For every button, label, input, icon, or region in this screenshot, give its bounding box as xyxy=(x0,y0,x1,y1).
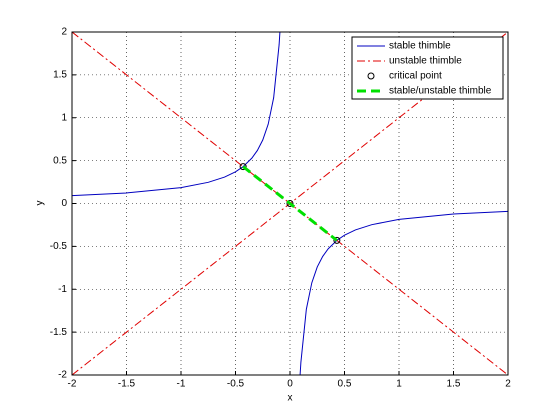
y-tick-label: 0 xyxy=(61,198,67,209)
y-axis-label: y xyxy=(35,201,46,206)
x-tick-label: -1 xyxy=(177,379,186,390)
x-axis-label: x xyxy=(288,393,293,404)
point-marker xyxy=(286,200,294,207)
legend-label: stable thimble xyxy=(389,41,451,52)
y-tick-label: 0.5 xyxy=(53,155,67,166)
x-tick-label: -2 xyxy=(68,379,77,390)
legend-label: stable/unstable thimble xyxy=(389,86,492,97)
x-tick-label: 1 xyxy=(396,379,402,390)
data xyxy=(72,32,508,375)
legend: stable thimble unstable thimble critical p… xyxy=(351,36,504,100)
x-tick-label: 0.5 xyxy=(338,379,352,390)
point-marker xyxy=(333,236,341,244)
x-tick-label: 1.5 xyxy=(447,379,461,390)
x-tick-label: -0.5 xyxy=(227,379,245,390)
point-marker xyxy=(239,163,247,171)
series-line xyxy=(72,32,508,375)
y-tick-label: 2 xyxy=(61,27,67,38)
x-tick-label: 0 xyxy=(287,379,293,390)
ticks: -2 -1.5 -1 -0.5 0 0.5 1 1.5 2 -2 -1.5 -1 -0.5 0 0.5 1 1.… xyxy=(50,27,511,390)
y-tick-label: -0.5 xyxy=(50,241,68,252)
legend-box xyxy=(351,36,504,100)
y-tick-label: -1.5 xyxy=(50,327,68,338)
series-line xyxy=(242,165,338,242)
y-tick-label: 1 xyxy=(61,112,67,123)
x-tick-label: 2 xyxy=(505,379,511,390)
y-tick-label: -1 xyxy=(58,284,67,295)
x-tick-label: -1.5 xyxy=(118,379,136,390)
legend-label: unstable thimble xyxy=(389,56,462,67)
y-tick-label: 1.5 xyxy=(53,70,67,81)
legend-label: critical point xyxy=(389,71,442,82)
legend-swatch xyxy=(367,72,375,80)
y-tick-label: -2 xyxy=(58,370,67,381)
